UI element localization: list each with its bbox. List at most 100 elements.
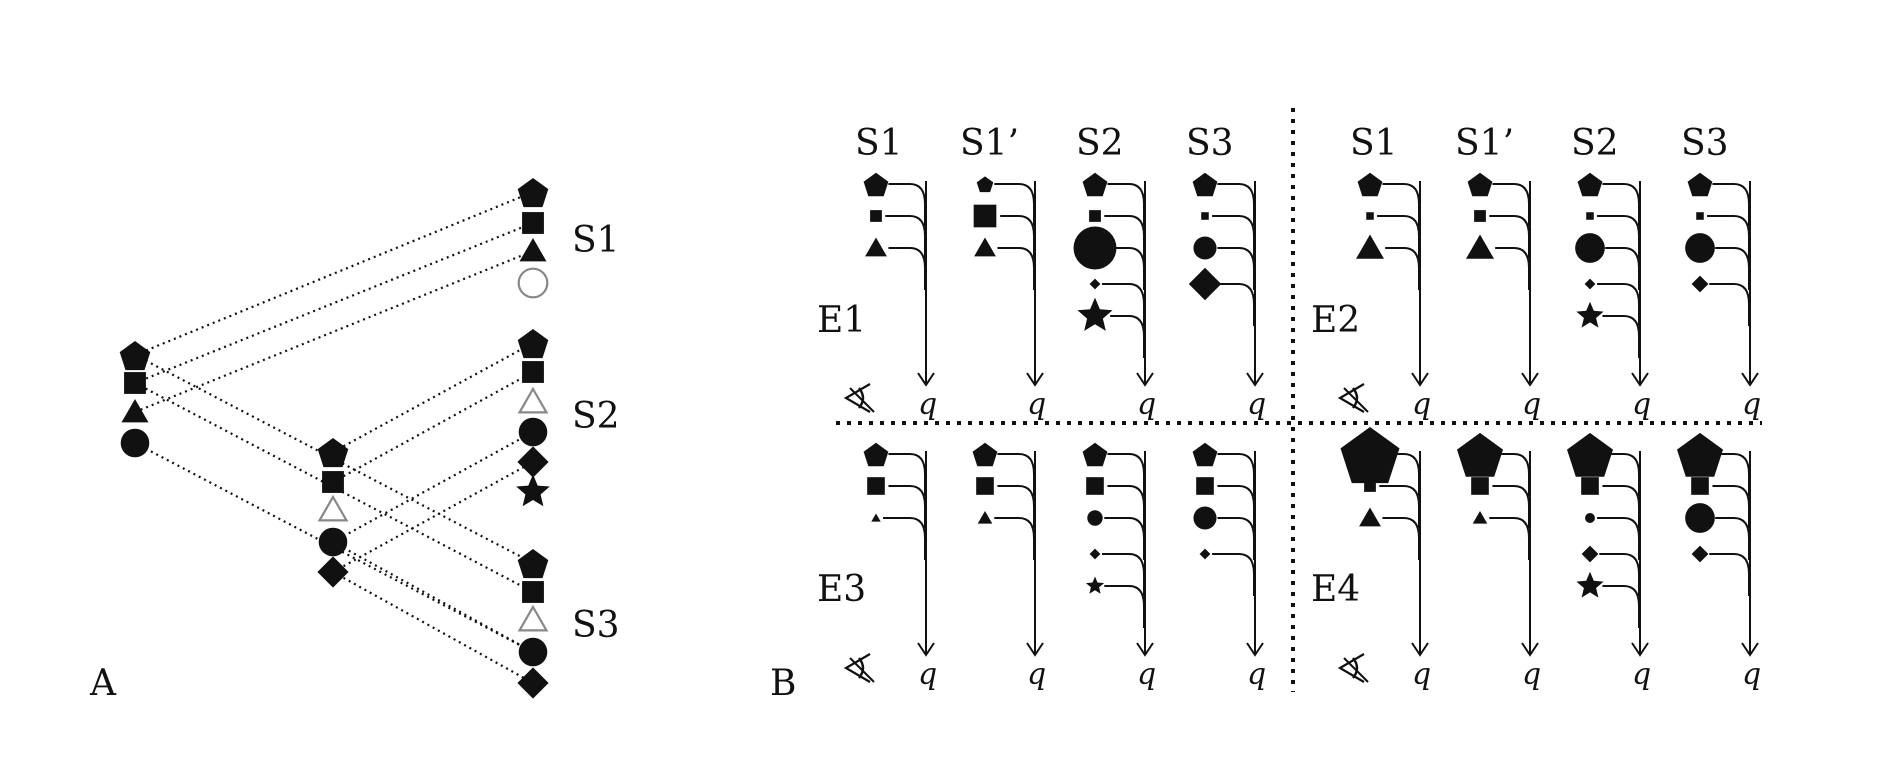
panel-a: A S1 S2 S3 [89, 178, 620, 704]
triangle-marker [1466, 235, 1494, 259]
square-marker [124, 372, 146, 394]
square-marker [1586, 212, 1594, 220]
diamond-marker [1692, 276, 1709, 293]
pentagon-marker [1567, 433, 1613, 477]
triangle-marker [1356, 235, 1384, 259]
pentagon-marker [864, 443, 889, 467]
column-label-s3-right: S3 [1681, 123, 1729, 164]
panel-b-label: B [770, 663, 796, 704]
feature-connector [994, 518, 1034, 560]
query-label: q [1027, 657, 1046, 692]
scene-label-s2: S2 [572, 396, 620, 437]
query-label: q [1027, 387, 1046, 422]
query-label: q [1137, 657, 1156, 692]
feature-column: q [864, 173, 938, 422]
quadrant-label-e3: E3 [817, 569, 866, 610]
quadrant-e4: qqqq [1340, 427, 1761, 692]
panel-a-label: A [89, 663, 117, 704]
star-marker [1086, 577, 1104, 594]
feature-connector [1104, 586, 1144, 628]
connector-lines [135, 192, 533, 683]
feature-connector [1495, 248, 1529, 290]
query-label: q [1247, 387, 1266, 422]
connector-line [333, 572, 533, 683]
shape-markers [120, 178, 550, 699]
diamond-marker [1692, 546, 1709, 563]
triangle-marker [122, 399, 149, 422]
quadrant-e2: qqqq [1340, 173, 1761, 422]
circle-marker [319, 528, 348, 557]
pentagon-marker [864, 173, 889, 197]
eye-icon [1340, 384, 1368, 412]
connector-line [333, 462, 533, 572]
feature-connector [888, 248, 925, 290]
circle-marker [1193, 506, 1216, 529]
pentagon-marker [1677, 433, 1723, 477]
pentagon-marker [1341, 427, 1400, 483]
circle-marker [1074, 227, 1117, 270]
panel-b: B S1 S1’ S2 S3 S1 S1’ S2 S3 E1 E2 E3 E4 … [770, 108, 1762, 704]
circle-marker [1685, 503, 1715, 533]
circle-marker [1685, 233, 1715, 263]
diamond-marker [1585, 279, 1596, 290]
quadrant-label-e4: E4 [1311, 569, 1360, 610]
triangle-outline-marker [520, 607, 547, 630]
pentagon-marker [1688, 173, 1713, 197]
quadrant-e3: qqqq [846, 443, 1266, 692]
connector-line [135, 223, 533, 383]
feature-connector [1385, 248, 1419, 290]
feature-connector [997, 248, 1034, 290]
connector-line [333, 432, 533, 542]
feature-connector [1220, 284, 1254, 326]
connector-line [135, 192, 533, 355]
pentagon-marker [518, 549, 549, 578]
quadrant-label-e2: E2 [1311, 300, 1360, 341]
square-marker [1364, 480, 1376, 492]
query-label: q [1412, 387, 1431, 422]
feature-column: q [1685, 173, 1761, 422]
feature-column: q [1567, 433, 1651, 692]
circle-marker [1087, 510, 1102, 525]
diamond-marker [1090, 549, 1101, 560]
pentagon-marker [518, 329, 549, 358]
pentagon-marker [1468, 173, 1493, 197]
query-label: q [1247, 657, 1266, 692]
square-marker [522, 361, 544, 383]
diamond-marker [1582, 546, 1599, 563]
circle-marker [1193, 236, 1216, 259]
query-label: q [918, 657, 937, 692]
query-label: q [1632, 657, 1651, 692]
query-label: q [1632, 387, 1651, 422]
circle-marker [1575, 233, 1605, 263]
square-marker [870, 210, 882, 222]
feature-column: q [1457, 433, 1541, 692]
square-marker [1201, 212, 1209, 220]
feature-connector [1382, 518, 1419, 560]
column-label-s1-left: S1 [855, 123, 903, 164]
feature-column: q [1193, 443, 1267, 692]
square-marker [1196, 477, 1214, 495]
query-label: q [918, 387, 937, 422]
circle-marker [519, 638, 548, 667]
column-label-s1-right: S1 [1350, 123, 1398, 164]
pentagon-marker [1457, 433, 1503, 477]
quadrant-label-e1: E1 [817, 300, 866, 341]
feature-column: q [1189, 173, 1266, 422]
square-marker [1366, 212, 1374, 220]
pentagon-marker [120, 341, 151, 370]
feature-column: q [1083, 443, 1157, 692]
star-marker [1576, 302, 1603, 328]
circle-marker [121, 429, 150, 458]
square-marker [867, 477, 885, 495]
pentagon-marker [518, 178, 549, 207]
scene-label-s3: S3 [572, 605, 620, 646]
query-label: q [1742, 657, 1761, 692]
square-marker [322, 471, 344, 493]
diamond-marker [317, 556, 348, 587]
quadrant-columns: q q q q q q q q q q q q q q q q [846, 173, 1761, 692]
feature-connector [1602, 586, 1639, 628]
triangle-outline-marker [520, 389, 547, 412]
column-label-s3-left: S3 [1186, 123, 1234, 164]
